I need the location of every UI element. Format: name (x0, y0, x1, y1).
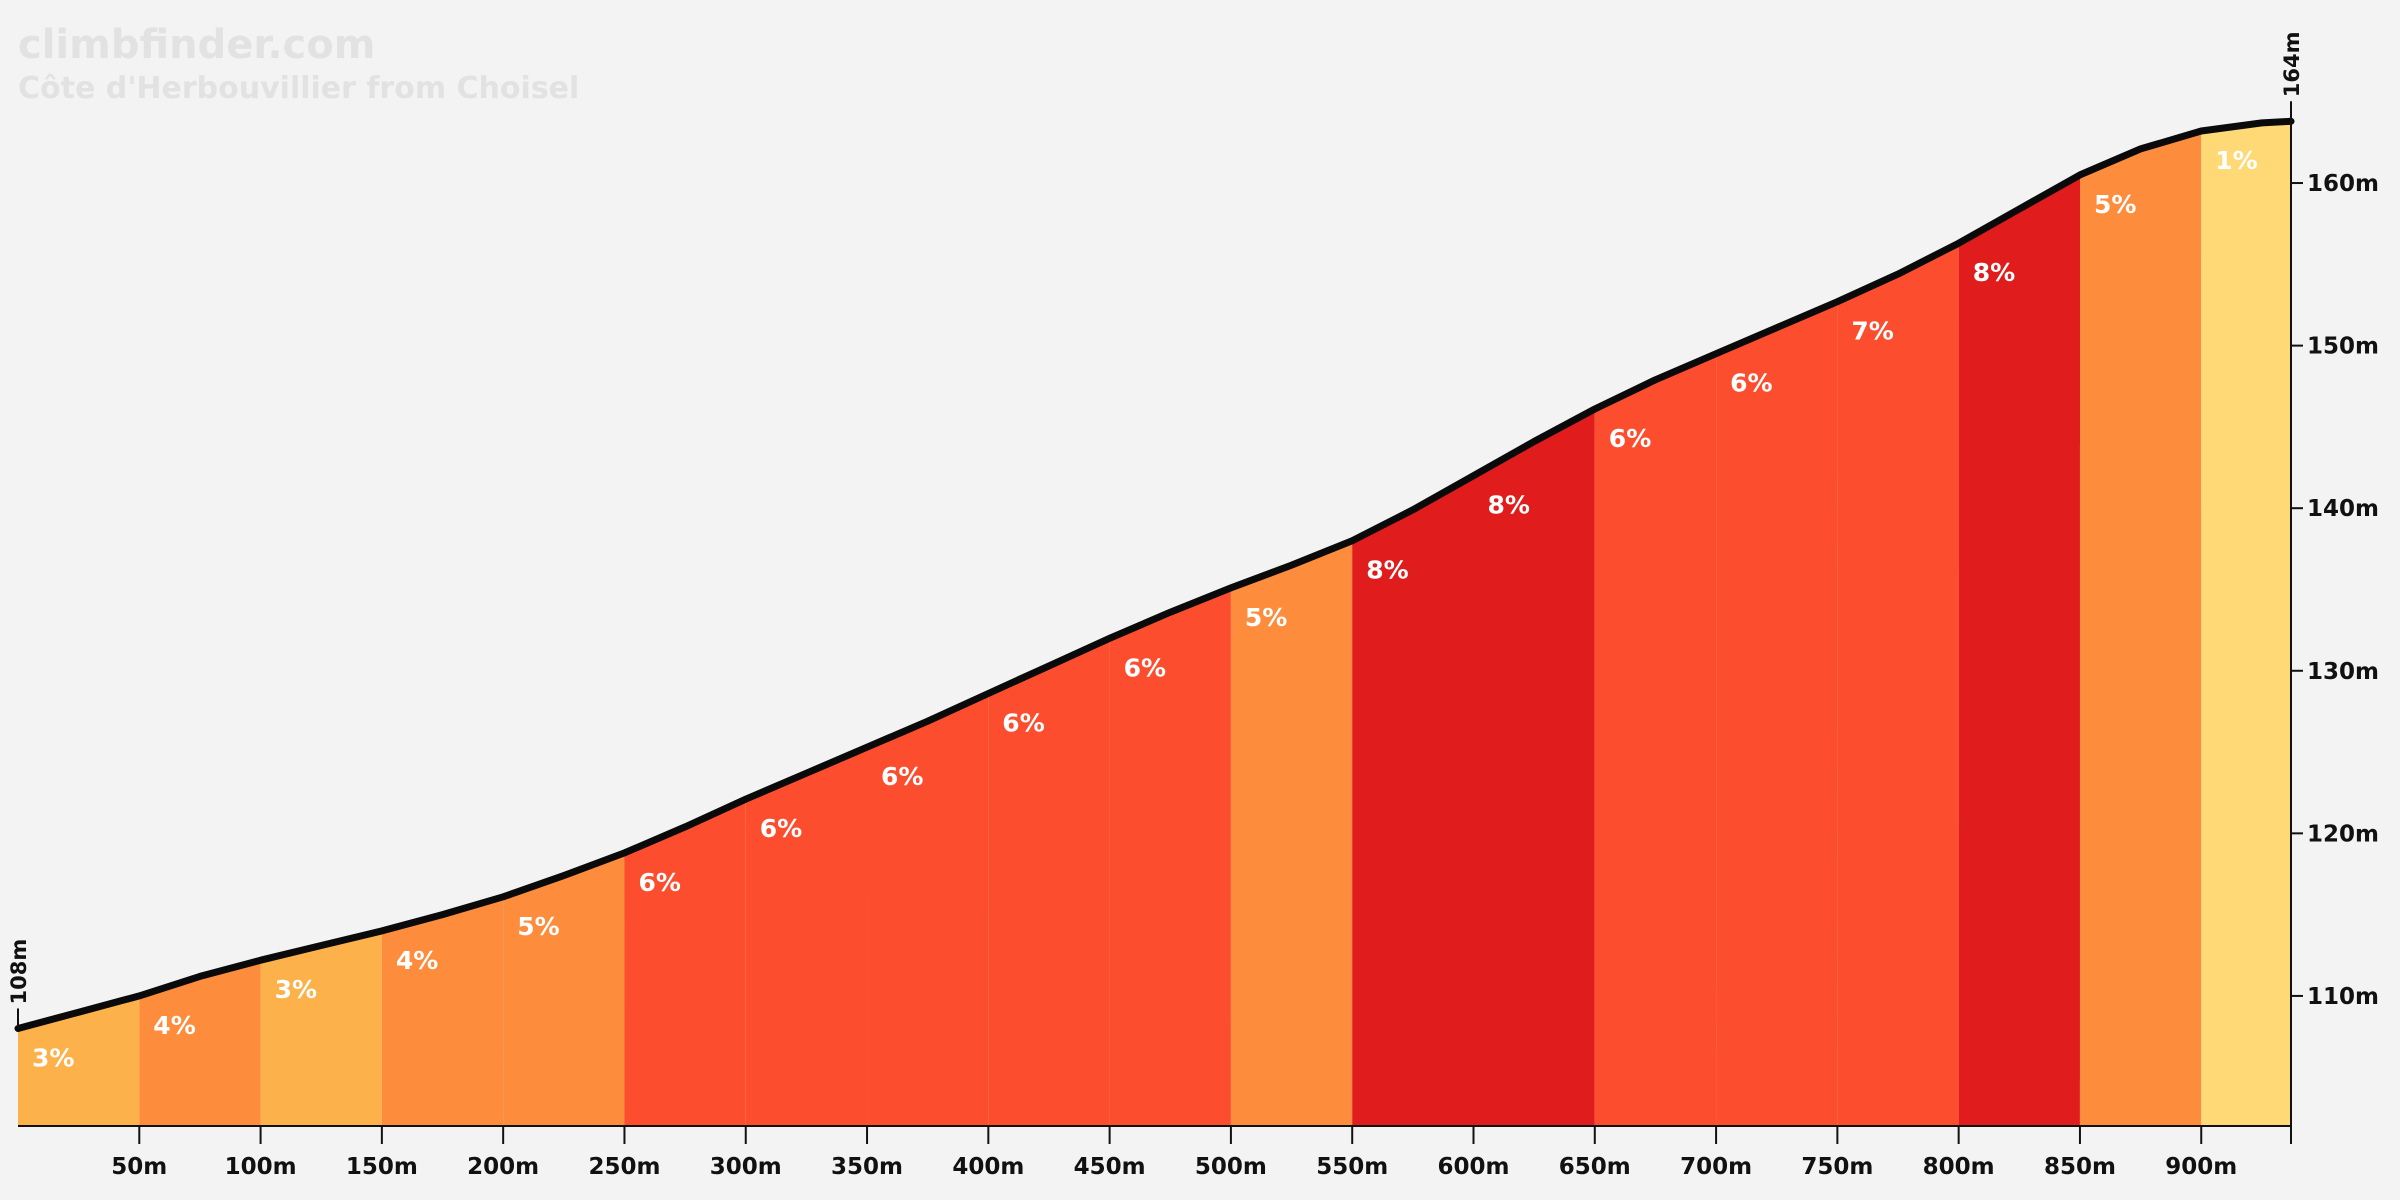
gradient-label-5: 5% (517, 912, 559, 941)
x-tick-label: 300m (710, 1154, 782, 1180)
x-tick-label: 50m (111, 1154, 167, 1180)
y-tick-label: 130m (2307, 659, 2379, 685)
gradient-segment-13 (1473, 409, 1595, 1126)
gradient-segment-7 (745, 747, 868, 1126)
gradient-segment-5 (503, 852, 625, 1126)
x-tick-label: 200m (467, 1154, 539, 1180)
x-tick-label: 800m (1923, 1154, 1995, 1180)
gradient-segment-3 (260, 930, 382, 1126)
x-tick-label: 550m (1316, 1154, 1388, 1180)
x-tick-label: 600m (1438, 1154, 1510, 1180)
x-tick-label: 150m (346, 1154, 418, 1180)
gradient-label-16: 7% (1851, 317, 1893, 346)
x-tick-label: 500m (1195, 1154, 1267, 1180)
x-axis: 50m 100m 150m 200m 250m 300m 350m 400m 450m 500m 5… (18, 1125, 2292, 1180)
x-tick-label: 650m (1559, 1154, 1631, 1180)
y-tick-label: 140m (2307, 496, 2379, 522)
gradient-labels: 3% 4% 3% 4% 5% 6% 6% 6% 6% 6% 5% 8% 8% 6% 6% 7% 8% 5% 1% (32, 146, 2258, 1073)
gradient-label-4: 4% (396, 946, 438, 975)
gradient-label-13: 8% (1488, 491, 1530, 520)
gradient-label-10: 6% (1124, 653, 1166, 682)
gradient-segment-11 (1230, 540, 1353, 1126)
gradient-label-17: 8% (1973, 258, 2015, 287)
gradient-label-2: 4% (153, 1011, 195, 1040)
elevation-profile-line (14, 117, 2295, 1032)
climb-name: Côte d'Herbouvillier from Choisel (18, 71, 579, 106)
y-tick-label: 120m (2307, 821, 2379, 847)
y-tick-label: 110m (2307, 984, 2379, 1010)
gradient-segment-16 (1837, 243, 1959, 1126)
gradient-segment-8 (867, 693, 989, 1126)
gradient-segment-6 (624, 799, 746, 1126)
gradient-label-1: 3% (32, 1044, 74, 1073)
gradient-label-15: 6% (1730, 369, 1772, 398)
gradient-label-8: 6% (881, 762, 923, 791)
y-axis: 110m 120m 130m 140m 150m 160m (2290, 118, 2379, 1126)
gradient-label-12: 8% (1366, 556, 1408, 585)
x-tick-label: 350m (831, 1154, 903, 1180)
brand-site-name: climbfinder.com (18, 22, 375, 68)
gradient-segment-19 (2201, 121, 2291, 1127)
x-tick-label: 750m (1801, 1154, 1873, 1180)
x-tick-label: 900m (2165, 1154, 2237, 1180)
gradient-label-3: 3% (275, 975, 317, 1004)
x-tick-label: 850m (2044, 1154, 2116, 1180)
gradient-segment-1 (18, 995, 140, 1126)
x-tick-label: 700m (1680, 1154, 1752, 1180)
start-elevation-label: 108m (7, 939, 31, 1005)
gradient-label-6: 6% (639, 868, 681, 897)
gradient-segment-15 (1716, 301, 1838, 1126)
gradient-segment-4 (381, 896, 504, 1126)
x-tick-label: 450m (1074, 1154, 1146, 1180)
gradient-segment-18 (2079, 131, 2202, 1126)
gradient-label-7: 6% (760, 814, 802, 843)
gradient-label-18: 5% (2094, 190, 2136, 219)
x-tick-label: 100m (225, 1154, 297, 1180)
y-tick-label: 150m (2307, 334, 2379, 360)
gradient-segment-12 (1352, 475, 1474, 1126)
gradient-segments (18, 121, 2291, 1127)
gradient-segment-9 (988, 638, 1110, 1126)
y-tick-label: 160m (2307, 171, 2379, 197)
x-tick-label: 250m (588, 1154, 660, 1180)
profile-line-group (14, 117, 2295, 1032)
x-tick-label: 400m (952, 1154, 1024, 1180)
gradient-label-9: 6% (1002, 709, 1044, 738)
gradient-label-19: 1% (2215, 146, 2257, 175)
gradient-segment-14 (1594, 353, 1717, 1126)
gradient-segment-10 (1109, 587, 1231, 1126)
elevation-markers: 108m 164m (7, 32, 2304, 1029)
gradient-segment-2 (139, 960, 261, 1126)
end-elevation-label: 164m (2280, 32, 2304, 98)
gradient-label-11: 5% (1245, 603, 1287, 632)
gradient-label-14: 6% (1609, 424, 1651, 453)
gradient-segment-17 (1958, 174, 2080, 1126)
